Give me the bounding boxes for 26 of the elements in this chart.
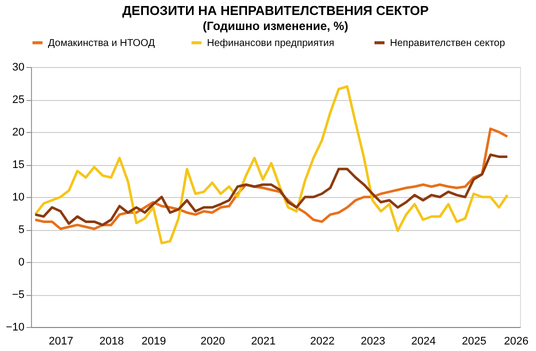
x-tick-label: 2023 (360, 336, 386, 348)
line-series (34, 154, 509, 226)
x-tick-label: 2024 (411, 336, 436, 348)
y-tick-label: −10 (6, 322, 24, 334)
legend-label: Домакинства и НТООД (48, 38, 156, 49)
chart-subtitle: (Годишно изменение, %) (202, 19, 348, 33)
y-tick-label: 5 (18, 224, 24, 236)
y-tick-label: 0 (18, 256, 24, 268)
legend-label: Неправителствен сектор (390, 38, 506, 49)
y-tick-label: 20 (12, 126, 24, 138)
x-tick-label: 2018 (99, 336, 124, 348)
chart-title: ДЕПОЗИТИ НА НЕПРАВИТЕЛСТВЕНИЯ СЕКТОР (122, 3, 430, 18)
x-tick-label: 2019 (142, 336, 166, 348)
y-tick-label: 30 (12, 62, 24, 74)
y-tick-label: −5 (12, 289, 24, 301)
x-tick-label: 2022 (310, 336, 335, 348)
y-tick-label: 15 (12, 159, 24, 171)
line-series (34, 85, 509, 244)
x-tick-label: 2020 (200, 336, 226, 348)
y-tick-label: 10 (12, 192, 24, 204)
x-tick-label: 2021 (251, 336, 276, 348)
legend-label: Нефинансови предприятия (207, 38, 334, 49)
y-tick-label: 25 (12, 94, 24, 106)
x-tick-label: 2017 (48, 336, 74, 348)
x-tick-label: 2026 (504, 336, 529, 348)
x-tick-label: 2025 (462, 336, 486, 348)
